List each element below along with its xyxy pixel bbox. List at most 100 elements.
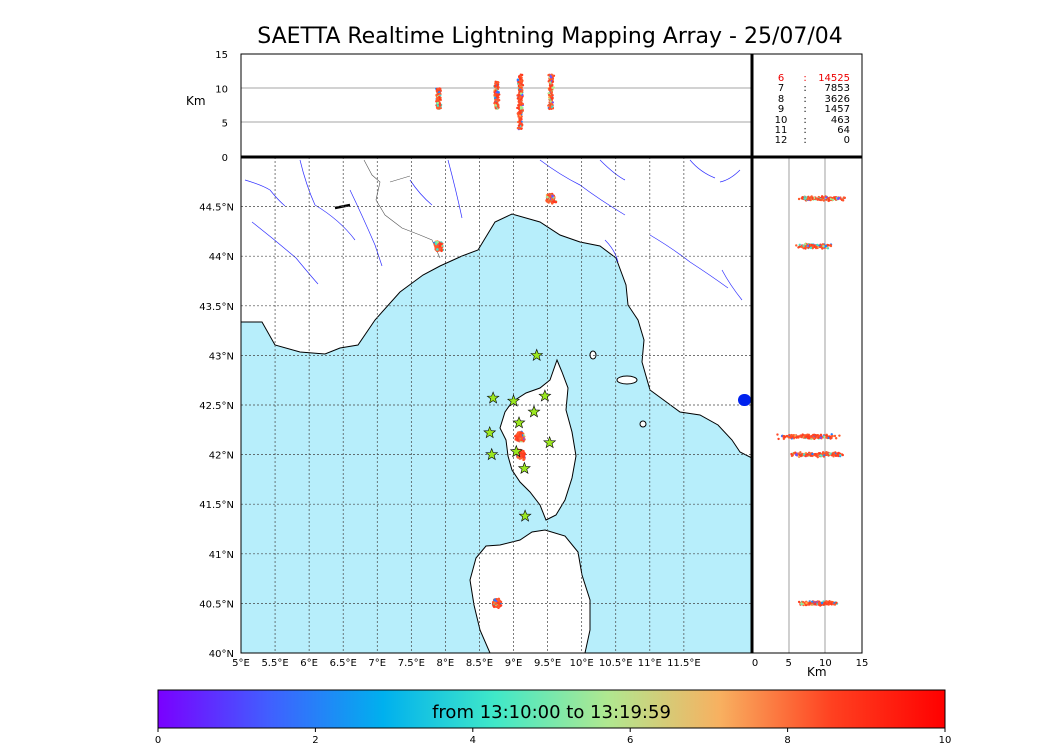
map-x-tick-label: 10°E	[570, 658, 594, 669]
lat-altitude-point	[795, 244, 798, 247]
altitude-lon-point	[549, 105, 552, 108]
altitude-lon-point	[516, 106, 519, 110]
source-count: 7853	[824, 83, 850, 95]
lat-altitude-point	[821, 452, 824, 456]
map-x-tick-label: 7°E	[368, 658, 386, 669]
lat-altitude-point	[804, 243, 807, 246]
lat-altitude-point	[833, 434, 837, 438]
lat-altitude-point	[801, 600, 805, 604]
colorbar-caption: from 13:10:00 to 13:19:59	[432, 702, 671, 723]
map-y-tick-label: 41°N	[209, 550, 234, 561]
station-star-icon	[517, 461, 531, 474]
altitude-lon-point	[549, 100, 552, 103]
lat-altitude-point	[825, 453, 828, 456]
lat-altitude-point	[830, 433, 833, 436]
altitude-lon-point	[436, 101, 440, 105]
altitude-lon-point	[519, 118, 522, 121]
lat-altitude-point	[827, 197, 830, 200]
lat-altitude-point	[801, 433, 804, 436]
station-number: 11	[774, 125, 788, 137]
altitude-lon-point	[438, 90, 441, 94]
sardinia	[469, 529, 591, 653]
lat-altitude-point	[809, 195, 813, 199]
lat-altitude-point	[777, 437, 780, 441]
map-y-tick-label: 41.5°N	[199, 500, 234, 511]
station-number: 7	[777, 83, 785, 95]
lat-altitude-point	[785, 434, 789, 438]
map-source-point	[497, 604, 500, 608]
lat-altitude-point	[829, 244, 833, 248]
station-star-icon	[486, 391, 500, 404]
map-source-point	[496, 601, 500, 605]
map-source-point	[439, 242, 443, 246]
map-x-tick-label: 5°E	[232, 658, 250, 669]
map-source-point	[514, 434, 517, 438]
separator: :	[803, 104, 807, 116]
lat-altitude-point	[792, 434, 795, 437]
altitude-lon-point	[518, 127, 521, 130]
altitude-lon-point	[551, 94, 554, 97]
lat-altitude-point	[792, 451, 796, 455]
lat-altitude-point	[816, 243, 819, 247]
lat-altitude-point	[830, 436, 833, 440]
top-y-tick-label: 5	[222, 119, 228, 130]
altitude-lon-point	[519, 77, 522, 81]
top-y-tick-label: 15	[215, 50, 228, 61]
right-x-tick-label: 15	[856, 658, 869, 669]
map-source-point	[552, 200, 556, 204]
lat-altitude-point	[797, 435, 800, 438]
lat-altitude-point	[814, 452, 817, 456]
separator: :	[803, 83, 807, 95]
station-count-row: 9: 1457	[762, 104, 850, 116]
altitude-lon-point	[518, 83, 522, 86]
map-source-point	[520, 436, 524, 440]
altitude-lon-point	[520, 127, 523, 130]
map-x-tick-label: 8°E	[437, 658, 455, 669]
map-source-point	[516, 455, 520, 459]
lat-altitude-point	[835, 601, 838, 604]
lat-altitude-point	[814, 245, 818, 249]
lat-altitude-point	[825, 196, 828, 199]
lat-altitude-point	[808, 602, 812, 605]
lat-altitude-point	[821, 243, 825, 246]
altitude-lon-point	[496, 80, 499, 84]
station-number: 12	[774, 135, 788, 147]
altitude-lon-point	[520, 73, 524, 77]
lat-altitude-point	[830, 602, 833, 605]
map-x-tick-label: 7.5°E	[398, 658, 425, 669]
lat-altitude-point	[816, 198, 819, 201]
source-count: 14525	[818, 73, 850, 84]
map-source-point	[516, 439, 519, 442]
altitude-lon-point	[438, 98, 442, 101]
lat-altitude-point	[822, 199, 825, 202]
map-source-point	[493, 599, 496, 602]
lat-altitude-point	[803, 434, 806, 438]
altitude-lon-point	[551, 80, 555, 83]
lat-altitude-point	[806, 452, 809, 456]
altitude-lon-point	[517, 104, 521, 107]
lat-altitude-point	[819, 436, 822, 439]
lat-altitude-point	[819, 433, 823, 437]
map-y-tick-label: 42.5°N	[199, 401, 234, 412]
map-source-point	[440, 249, 443, 253]
station-star-icon	[506, 394, 521, 407]
altitude-lon-point	[550, 102, 553, 106]
map-y-tick-label: 43°N	[209, 351, 234, 362]
station-star-icon	[485, 447, 499, 461]
lat-altitude-point	[838, 434, 841, 437]
source-count: 463	[830, 114, 850, 126]
altitude-lon-point	[551, 74, 555, 78]
altitude-lon-point	[516, 78, 520, 81]
lat-altitude-point	[810, 434, 814, 438]
map-x-tick-label: 11°E	[638, 658, 662, 669]
station-star-icon	[483, 425, 497, 439]
map-x-tick-label: 9°E	[505, 658, 523, 669]
top-ylabel: Km	[186, 94, 206, 108]
altitude-lon-point	[436, 92, 440, 96]
station-number: 8	[777, 93, 785, 105]
lat-altitude-point	[783, 435, 787, 439]
map-y-tick-label: 44°N	[209, 252, 234, 263]
colorbar-tick-label: 0	[155, 735, 161, 746]
lat-altitude-point	[833, 603, 837, 606]
lat-altitude-point	[825, 451, 828, 454]
